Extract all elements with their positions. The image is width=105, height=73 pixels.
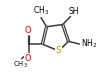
Text: CH$_3$: CH$_3$ — [33, 4, 49, 17]
Text: CH$_3$: CH$_3$ — [13, 59, 28, 70]
Text: S: S — [56, 46, 62, 55]
Text: O: O — [24, 26, 31, 35]
Text: SH: SH — [68, 6, 79, 15]
Text: NH$_2$: NH$_2$ — [81, 38, 97, 50]
Text: O: O — [24, 54, 31, 63]
